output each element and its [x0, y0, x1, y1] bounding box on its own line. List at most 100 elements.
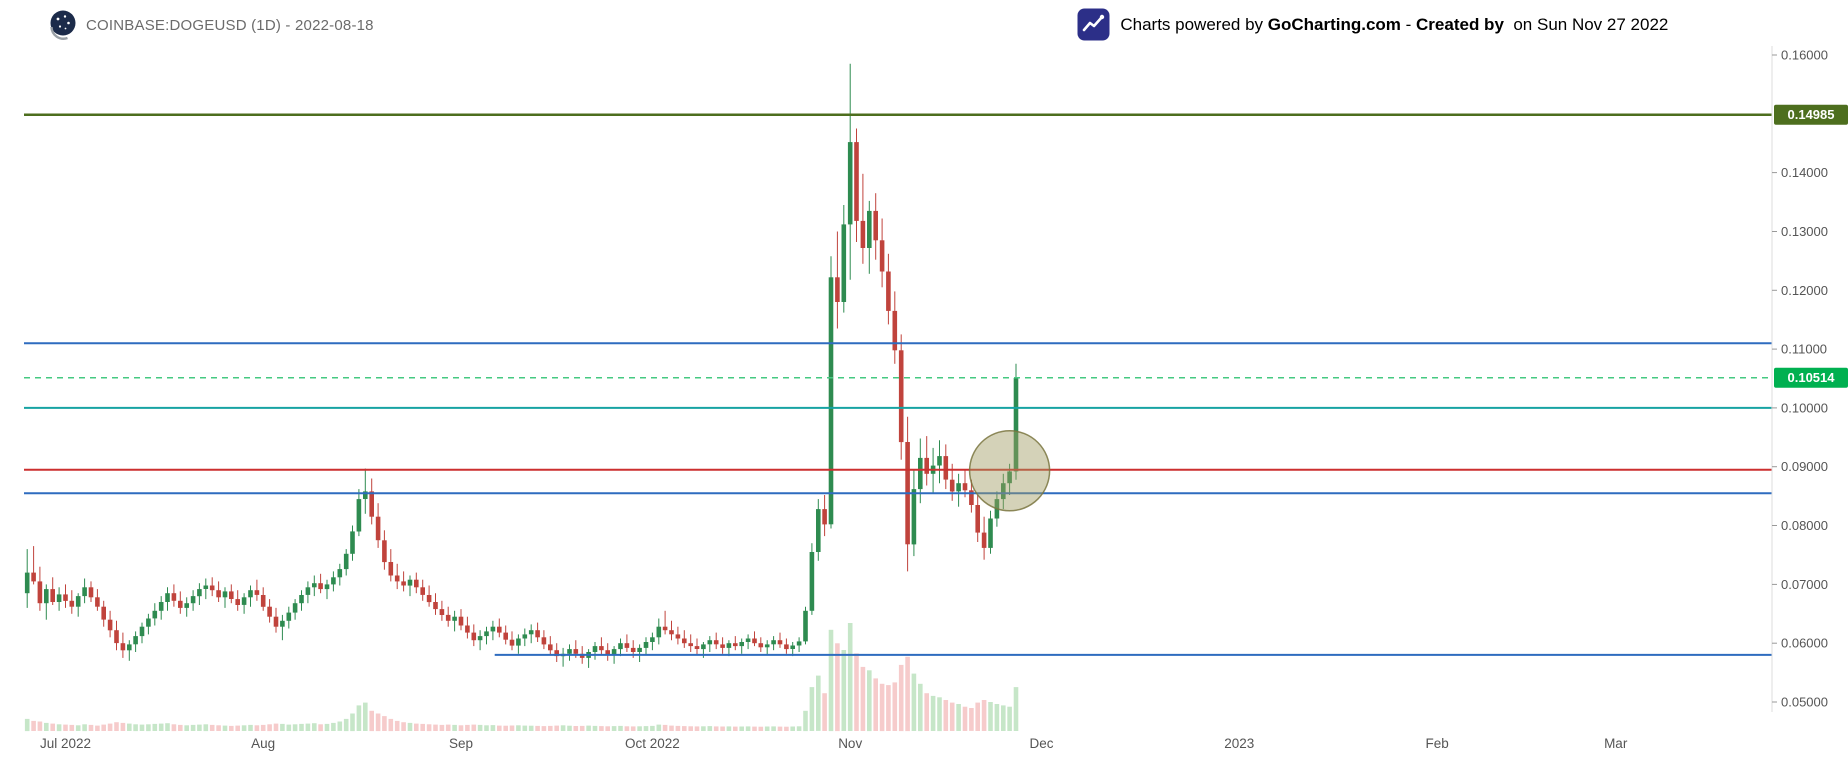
volume-bar — [369, 710, 374, 732]
candle-body — [312, 583, 317, 588]
volume-bar — [905, 656, 910, 732]
candle-body — [771, 640, 776, 645]
candle-body — [101, 606, 106, 620]
candle-body — [363, 491, 368, 499]
candle-body — [146, 618, 151, 627]
candle-body — [924, 457, 929, 474]
volume-bar — [203, 724, 209, 732]
candle-body — [24, 572, 30, 594]
candle-body — [548, 644, 553, 651]
powered-prefix: Charts powered by — [1120, 14, 1268, 34]
candle-body — [758, 643, 764, 648]
volume-bar — [528, 725, 534, 731]
candle-body — [937, 456, 942, 466]
volume-bar — [114, 722, 119, 731]
candle-body — [139, 626, 145, 637]
price-tick-label: 0.10000 — [1781, 400, 1828, 415]
candle-body — [158, 602, 164, 611]
candle-body — [165, 593, 170, 602]
candle-body — [1013, 377, 1019, 472]
candle-body — [662, 626, 668, 631]
volume-bar — [662, 724, 668, 731]
candle-body — [209, 585, 215, 591]
volume-bar — [24, 718, 30, 732]
candle-body — [809, 552, 815, 611]
candle-body — [248, 590, 253, 598]
volume-bar — [165, 723, 170, 731]
volume-bar — [1001, 705, 1006, 731]
volume-bar — [458, 725, 464, 731]
candle-body — [675, 634, 681, 639]
candle-body — [669, 630, 674, 635]
price-badge — [1774, 104, 1848, 125]
candle-body — [784, 644, 789, 650]
volume-bar — [898, 664, 904, 732]
volume-bar — [860, 666, 866, 731]
axes-layer[interactable]: 0.14985 0.10514 0.16000 0.14000 0.13000 0.120… — [40, 46, 1848, 751]
volume-bar — [63, 724, 68, 731]
volume-bar — [809, 687, 815, 731]
volume-bar — [139, 724, 145, 731]
volume-bar — [784, 726, 789, 731]
volume-bar — [701, 726, 706, 731]
volume-bar — [994, 704, 1000, 731]
volume-bar — [560, 725, 566, 731]
price-tick-label: 0.07000 — [1781, 577, 1828, 592]
gocharting-logo[interactable] — [44, 7, 82, 45]
candle-body — [528, 630, 534, 635]
candle-body — [280, 620, 285, 627]
candle-body — [471, 632, 477, 641]
volume-bar — [452, 724, 457, 731]
candle-body — [178, 600, 183, 608]
candle-body — [356, 499, 362, 532]
volume-bar — [127, 723, 132, 731]
candle-body — [497, 626, 502, 633]
candle-body — [886, 271, 891, 311]
candle-body — [337, 569, 343, 578]
candle-body — [133, 636, 138, 645]
volume-bar — [465, 724, 470, 731]
price-badge-label: 0.10514 — [1788, 370, 1836, 385]
volume-bar — [305, 723, 311, 731]
circle-annotation[interactable] — [968, 430, 1051, 512]
candle-body — [573, 649, 579, 654]
volume-bar — [937, 697, 942, 732]
volume-bar — [1013, 687, 1019, 731]
volume-bar — [726, 726, 732, 731]
candle-body — [127, 644, 132, 651]
candle-body — [726, 643, 732, 648]
volume-bar — [911, 673, 917, 731]
levels-layer — [24, 113, 1772, 656]
time-tick-label: Dec — [1029, 736, 1053, 751]
volume-bar — [535, 725, 540, 731]
candle-body — [943, 456, 949, 480]
price-tick-label: 0.05000 — [1781, 695, 1828, 710]
volume-bar — [312, 723, 317, 731]
candle-body — [426, 595, 432, 603]
candle-body — [956, 483, 961, 492]
logo-sphere — [50, 10, 76, 36]
powered-brand[interactable]: GoCharting.com — [1267, 14, 1401, 34]
candle-body — [841, 224, 847, 302]
candle-body — [892, 310, 898, 351]
volume-bar — [930, 695, 936, 731]
candle-body — [599, 646, 604, 651]
volume-bar — [56, 724, 62, 732]
volume-bar — [484, 725, 489, 731]
volume-bar — [873, 678, 878, 731]
time-tick-label: Oct 2022 — [625, 736, 680, 751]
volume-bar — [471, 724, 477, 731]
volume-bar — [694, 726, 700, 731]
candle-body — [56, 594, 62, 602]
candle-body — [981, 532, 987, 548]
annotations-layer — [968, 430, 1051, 512]
candle-body — [382, 540, 387, 563]
candle-body — [835, 277, 840, 302]
candle-body — [1007, 471, 1012, 484]
volume-bar — [688, 726, 693, 731]
volume-bar — [254, 725, 260, 731]
volume-bar — [44, 722, 49, 731]
candle-body — [605, 650, 610, 655]
candle-body — [331, 577, 336, 585]
